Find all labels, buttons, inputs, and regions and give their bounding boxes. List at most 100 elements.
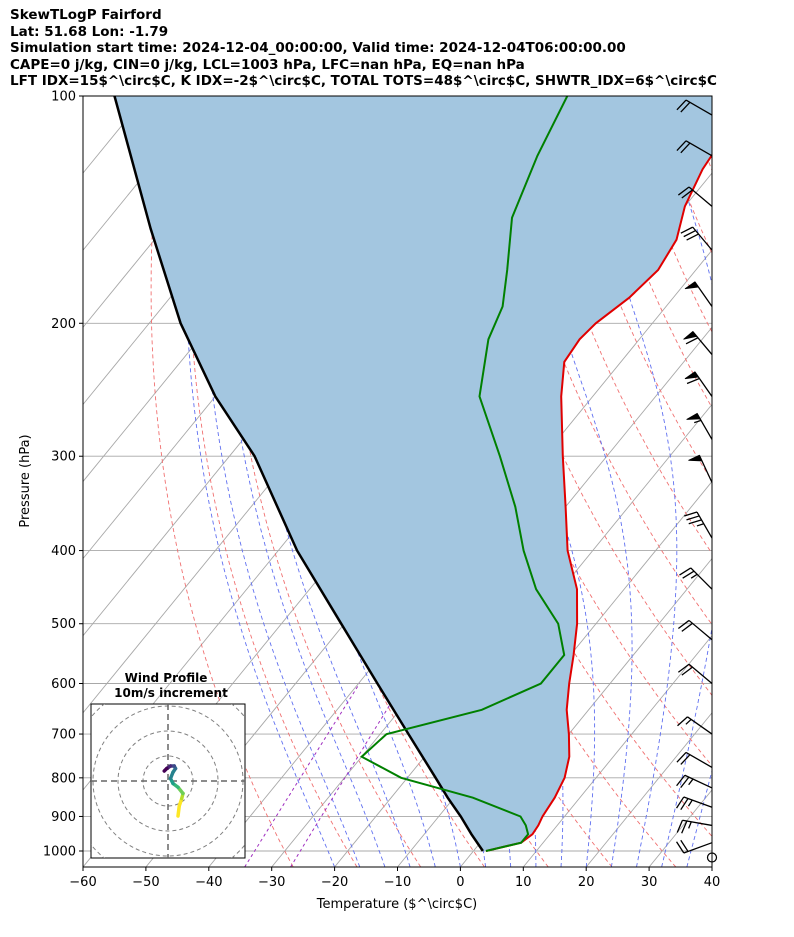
dry-adiabat-line [150, 96, 294, 867]
barb-staff [690, 567, 713, 590]
barb-flag [688, 454, 703, 462]
hodograph-inset: Wind Profile 10m/s increment [90, 671, 246, 859]
title-block: SkewTLogP Fairford Lat: 51.68 Lon: -1.79… [10, 7, 717, 90]
barb-full [681, 666, 693, 676]
barb-full [676, 140, 687, 151]
barb-full [680, 101, 691, 113]
barb-full [676, 99, 687, 111]
barb-staff [687, 716, 713, 735]
y-tick-label: 700 [51, 728, 76, 743]
wind-barb [683, 330, 713, 355]
barb-half [685, 718, 692, 725]
barb-staff [688, 619, 713, 641]
barb-full [675, 796, 685, 809]
dewpoint-line [359, 96, 569, 852]
barb-half [688, 778, 694, 786]
barb-full [682, 570, 695, 579]
x-tick-label: −20 [321, 875, 348, 890]
dry-adiabat-line [750, 96, 794, 867]
barb-full [680, 754, 691, 765]
y-tick-label: 1000 [43, 845, 76, 860]
barb-staff [688, 186, 713, 207]
hodograph-content [91, 704, 245, 858]
y-tick-label: 800 [51, 771, 76, 786]
barb-flag [684, 371, 700, 380]
barb-staff [685, 99, 713, 116]
x-tick-label: −30 [258, 875, 285, 890]
barb-full [676, 774, 686, 787]
barb-full [684, 511, 698, 517]
chart-title: SkewTLogP Fairford [10, 7, 162, 23]
barb-staff [684, 774, 713, 789]
barb-half [696, 523, 704, 527]
hodograph-title: Wind Profile [125, 671, 208, 685]
wind-barb [675, 839, 713, 854]
wind-barb [677, 663, 713, 685]
x-tick-label: 40 [704, 875, 721, 890]
moist-adiabat-line [503, 96, 633, 867]
barb-half [687, 799, 693, 807]
x-axis-label: Temperature ($^\circ$C) [316, 897, 477, 912]
y-tick-label: 100 [51, 90, 76, 105]
y-tick-label: 500 [51, 617, 76, 632]
barb-full [676, 819, 684, 833]
wind-barb [676, 819, 713, 834]
wind-barb [679, 567, 713, 590]
barb-staff [685, 751, 713, 768]
hodograph-ring [117, 730, 219, 832]
chart-subtitle-times: Simulation start time: 2024-12-04_00:00:… [10, 40, 626, 56]
barb-staff [685, 140, 713, 157]
barb-full [675, 841, 685, 854]
hodograph-trace-segment [162, 766, 169, 773]
barb-full [686, 233, 699, 241]
barb-full [677, 716, 688, 727]
barb-staff [696, 511, 713, 539]
barb-staff [682, 819, 713, 827]
y-axis-label: Pressure (hPa) [18, 434, 33, 527]
barb-full [683, 229, 696, 238]
mixing-ratio-line [244, 683, 360, 867]
wind-barb [676, 774, 713, 789]
isotherm-line [83, 96, 210, 251]
dry-adiabat-line [684, 96, 712, 172]
wind-barb [676, 99, 713, 116]
wind-barb [688, 454, 713, 483]
barb-full [685, 337, 699, 345]
chart-subtitle-cape: CAPE=0 j/kg, CIN=0 j/kg, LCL=1003 hPa, L… [10, 56, 525, 73]
dry-adiabat-line [783, 96, 794, 867]
moist-adiabat-line [203, 96, 361, 867]
dry-adiabat-line [391, 96, 712, 838]
barb-flag [684, 281, 700, 290]
barb-full [688, 519, 702, 525]
x-tick-label: 30 [641, 875, 658, 890]
y-tick-label: 900 [51, 810, 76, 825]
barb-half [690, 573, 698, 579]
x-tick-label: −10 [384, 875, 411, 890]
moist-adiabat-line [185, 96, 336, 867]
y-tick-label: 200 [51, 317, 76, 332]
chart-subtitle-location: Lat: 51.68 Lon: -1.79 [10, 23, 169, 40]
barb-full [680, 142, 691, 154]
y-tick-label: 400 [51, 544, 76, 559]
wind-barb [680, 226, 713, 251]
barb-flag [686, 412, 701, 420]
parcel-profile-line [113, 96, 484, 852]
axis-ticks: −60 −50 −40 −30 −20 −10 0 10 20 30 40 100 200 300 400 5… [43, 90, 720, 891]
moist-adiabat-line [571, 96, 678, 867]
cape-cin-fill [114, 96, 712, 851]
barb-full [681, 189, 693, 199]
moist-adiabat-line [686, 769, 712, 867]
isotherm-line [585, 712, 712, 867]
wind-barb [684, 371, 713, 397]
wind-barb [684, 281, 713, 307]
chart-subtitle-indices: LFT IDX=15$^\circ$C, K IDX=-2$^\circ$C, … [10, 73, 717, 89]
x-tick-label: −40 [195, 875, 222, 890]
barb-full [680, 776, 690, 789]
dry-adiabat-line [188, 96, 358, 867]
wind-barb [677, 186, 713, 207]
barb-full [681, 820, 688, 834]
wind-barbs [675, 99, 718, 863]
barb-full [680, 226, 694, 234]
barb-full [679, 567, 692, 576]
